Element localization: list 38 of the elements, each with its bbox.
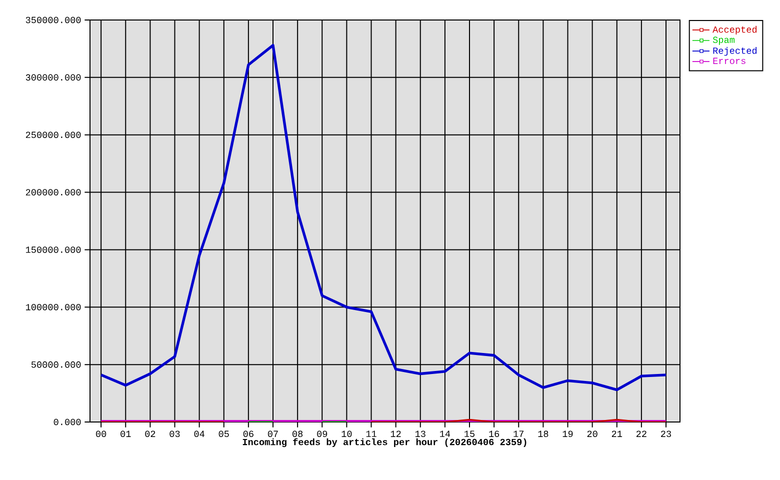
- x-tick-label: 10: [342, 430, 352, 438]
- line-series: [100, 44, 668, 392]
- legend-label: Rejected: [713, 46, 757, 56]
- x-tick-label: 06: [243, 430, 254, 438]
- legend-label: Errors: [713, 58, 746, 64]
- x-tick-label: 21: [612, 430, 622, 437]
- x-tick-label: 23: [661, 430, 671, 438]
- x-tick-label: 11: [366, 430, 376, 437]
- x-tick-label: 16: [489, 430, 500, 438]
- x-tick-label: 00: [96, 430, 106, 438]
- x-tick-label: 15: [464, 430, 474, 437]
- x-tick-label: 09: [317, 430, 328, 438]
- legend-label: Accepted: [712, 26, 757, 35]
- x-tick-label: 12: [390, 430, 401, 437]
- x-tick-label: 08: [292, 430, 303, 438]
- x-tick-label: 14: [440, 430, 450, 437]
- y-tick-label: 100000.000: [26, 304, 81, 310]
- legend-label: Spam: [712, 36, 734, 45]
- x-tick-label: 01: [120, 430, 131, 438]
- x-tick-label: 17: [514, 430, 524, 437]
- y-tick-label: 250000.000: [26, 132, 81, 138]
- x-tick-label: 13: [415, 430, 426, 438]
- x-tick-label: 07: [268, 430, 278, 438]
- x-tick-label: 03: [170, 430, 180, 438]
- x-tick-label: 04: [194, 430, 204, 438]
- x-tick-label: 18: [538, 430, 548, 438]
- y-tick-label: 0.000: [54, 418, 81, 426]
- y-tick-label: 200000.000: [26, 189, 81, 196]
- x-tick-label: 02: [145, 430, 156, 438]
- x-tick-label: 22: [636, 430, 646, 437]
- y-tick-label: 50000.000: [31, 361, 81, 368]
- x-tick-label: 20: [587, 430, 598, 438]
- x-tick-label: 19: [562, 430, 573, 438]
- y-tick-label: 150000.000: [26, 246, 81, 253]
- y-tick-label: 350000.000: [26, 16, 81, 24]
- x-axis-title: Incoming feeds by articles per hour (20260406 2359): [242, 438, 526, 448]
- x-tick-label: 05: [218, 430, 229, 438]
- y-tick-label: 300000.000: [26, 74, 81, 81]
